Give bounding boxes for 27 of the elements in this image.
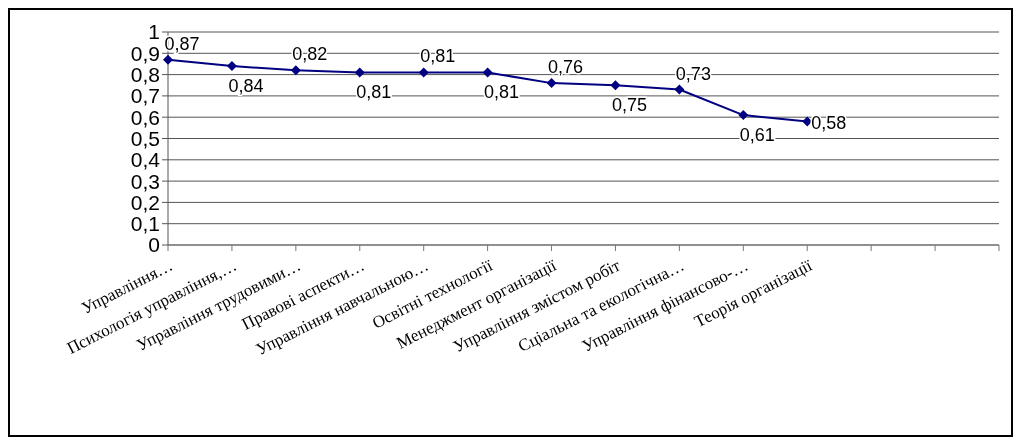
point (610, 80, 621, 91)
point (482, 67, 493, 78)
y-tick-label: 0,6 (130, 105, 160, 129)
data-label: 0,81 (420, 46, 456, 67)
point (738, 110, 749, 121)
data-label: 0,84 (228, 76, 264, 97)
y-tick-label: 0,4 (130, 148, 161, 172)
point (226, 61, 237, 72)
data-label: 0,81 (356, 82, 392, 103)
point (290, 65, 301, 76)
data-label: 0,76 (548, 57, 584, 78)
data-label: 0,58 (811, 113, 847, 134)
data-label: 0,81 (484, 82, 520, 103)
y-tick-label: 0,9 (130, 41, 160, 65)
point (418, 67, 429, 78)
data-label: 0,87 (164, 33, 200, 54)
data-label: 0,75 (611, 95, 647, 116)
data-label: 0,82 (292, 44, 328, 65)
point (354, 67, 365, 78)
y-tick-label: 0,1 (130, 212, 160, 236)
y-tick-label: 0,8 (130, 63, 160, 87)
y-tick-label: 1 (148, 20, 160, 44)
y-tick-label: 0,3 (130, 169, 160, 193)
point (674, 84, 685, 95)
y-tick-label: 0 (148, 233, 160, 257)
y-tick-label: 0,7 (130, 84, 160, 108)
point (546, 78, 557, 89)
